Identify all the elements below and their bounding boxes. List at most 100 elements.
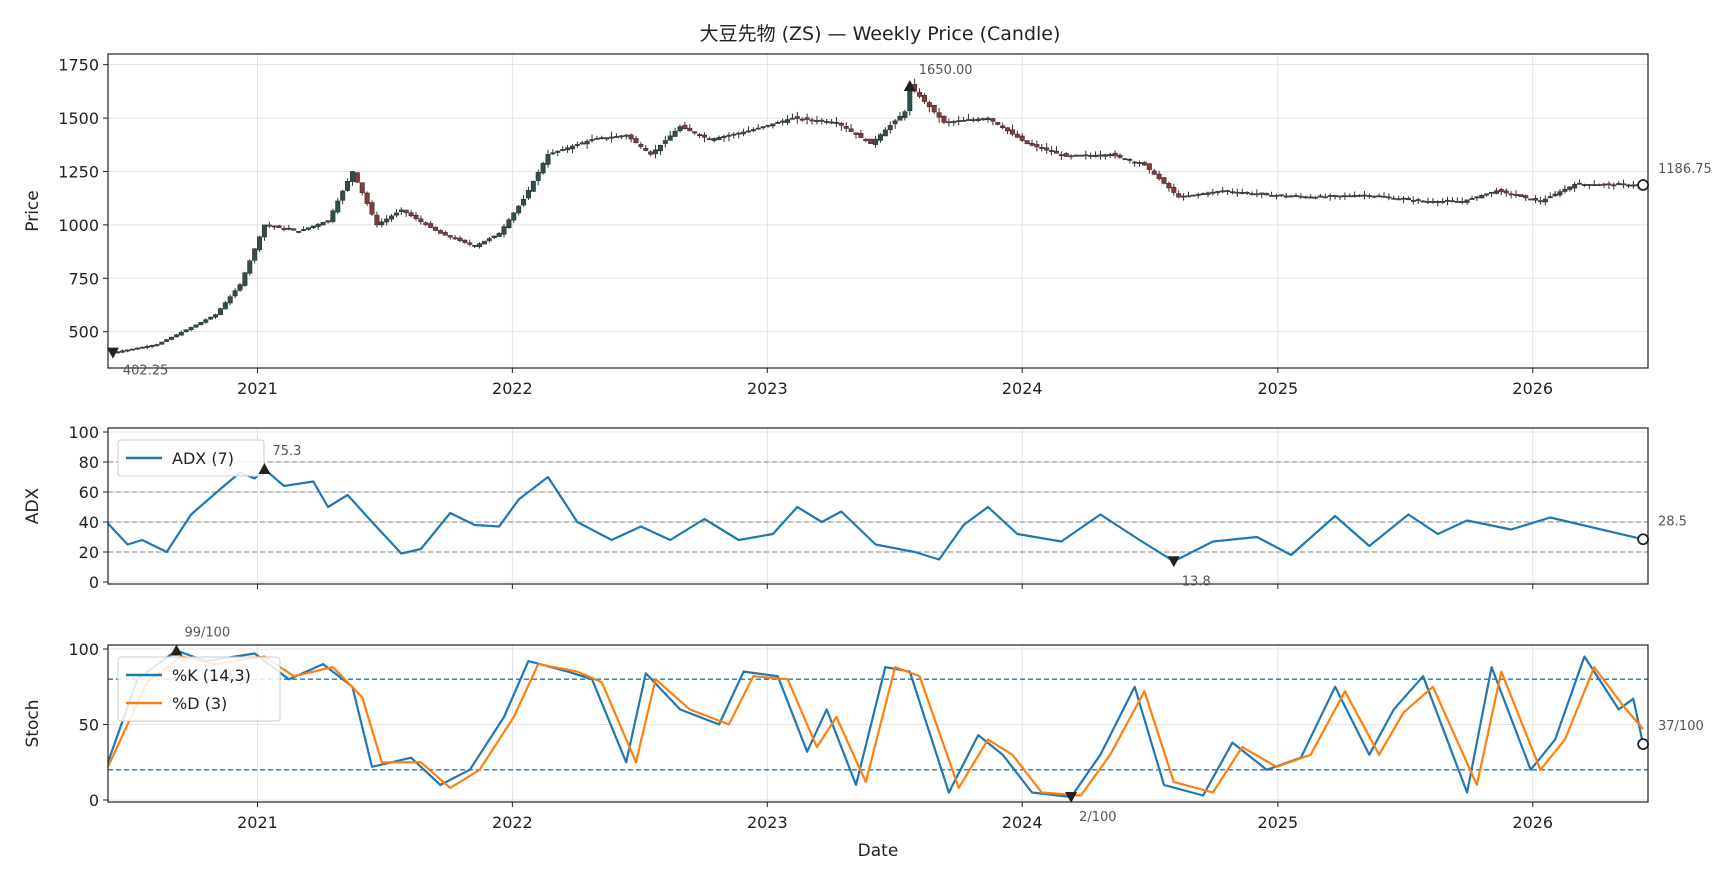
stoch-panel: 2021 2022 2023 2024 2025 2026 0 50 100 Stoch %K (1… (23, 626, 1704, 861)
candle-body (697, 134, 703, 136)
candle-body (609, 136, 615, 139)
candle-body (437, 230, 443, 234)
candle-body (1244, 191, 1250, 194)
candle-body (305, 227, 311, 230)
candle-body (833, 122, 839, 124)
candle-body (530, 181, 536, 192)
max-marker (258, 463, 271, 475)
candle-body (217, 308, 223, 315)
candle-body (657, 144, 663, 152)
candle-body (1357, 194, 1363, 197)
candle-body (1049, 150, 1055, 153)
candle-body (736, 132, 742, 135)
candle-body (1474, 196, 1480, 199)
candle-body (1273, 194, 1279, 197)
max-label: 1650.00 (919, 63, 973, 78)
candle-body (701, 134, 707, 138)
candle-body (574, 144, 580, 146)
candle-body (863, 138, 869, 141)
candle-body (408, 212, 414, 217)
candle-body (193, 324, 199, 328)
legend-box (117, 439, 265, 477)
candle-body (1078, 154, 1084, 157)
y-tick-label: 100 (68, 423, 99, 442)
candle-body (535, 172, 541, 181)
candle-body (770, 123, 776, 127)
series-line-2 (107, 655, 1644, 797)
candle-body (975, 118, 981, 122)
candle-body (1161, 177, 1167, 184)
legend: %K (14,3) %D (3) (117, 656, 281, 722)
last-label: 28.5 (1658, 514, 1687, 529)
candle-body (1234, 191, 1240, 194)
candle-body (1557, 191, 1563, 196)
candle-body (1547, 196, 1553, 199)
candle-body (208, 316, 214, 320)
candle-body (457, 237, 463, 242)
x-tick-label: 2026 (1512, 813, 1553, 832)
candle-body (750, 129, 756, 132)
candle-body (1093, 154, 1099, 157)
max-marker (903, 80, 916, 92)
candle-body (1303, 196, 1309, 199)
candle-body (120, 350, 126, 353)
candle-body (359, 182, 365, 194)
candle-body (599, 137, 605, 140)
candle-body (946, 121, 952, 124)
candle-body (1552, 193, 1558, 197)
candle-body (1200, 193, 1206, 196)
min-label: 402.25 (123, 364, 169, 379)
min-label: 2/100 (1079, 810, 1116, 825)
candle-body (941, 115, 947, 123)
candle-body (1596, 184, 1602, 187)
candle-body (1166, 183, 1172, 189)
candle-body (882, 129, 888, 137)
candle-body (716, 137, 722, 140)
candle-body (741, 131, 747, 135)
candle-body (1396, 198, 1402, 201)
candle-body (745, 130, 751, 133)
candle-body (462, 239, 468, 243)
candle-body (1454, 201, 1460, 203)
candle-body (819, 119, 825, 122)
candle-body (1029, 142, 1035, 146)
candle-body (892, 120, 898, 125)
candle-body (1606, 183, 1612, 186)
candle-body (1058, 154, 1064, 157)
legend-label: ADX (7) (172, 449, 234, 468)
candle-body (1117, 154, 1123, 158)
series-line-1 (107, 468, 1644, 563)
min-marker (106, 347, 119, 359)
candle-body (389, 215, 395, 220)
candle-body (794, 116, 800, 119)
candle-body (1420, 200, 1426, 203)
candle-body (877, 134, 883, 141)
y-tick-label: 0 (89, 791, 99, 810)
candle-body (178, 331, 184, 336)
candle-body (1009, 129, 1015, 135)
candle-body (1445, 199, 1451, 202)
x-tick-label: 2024 (1002, 379, 1043, 398)
candle-body (687, 127, 693, 132)
candle-body (1572, 183, 1578, 189)
candle-body (584, 140, 590, 145)
candle-body (203, 319, 209, 323)
candle-body (1533, 198, 1539, 201)
candle-body (1034, 144, 1040, 148)
candle-body (447, 235, 453, 238)
candle-body (159, 341, 165, 345)
candle-body (330, 210, 336, 222)
candle-body (1493, 190, 1499, 194)
candle-body (824, 121, 830, 123)
last-marker (1637, 179, 1650, 191)
candle-body (1278, 194, 1284, 197)
candle-body (144, 346, 150, 348)
candle-body (838, 122, 844, 126)
candle-body (1019, 135, 1025, 141)
candle-body (227, 296, 233, 304)
candle-body (1469, 198, 1475, 200)
candle-body (1508, 193, 1514, 196)
candle-body (1073, 154, 1079, 157)
candle-body (183, 329, 189, 333)
x-tick-label: 2026 (1512, 379, 1553, 398)
